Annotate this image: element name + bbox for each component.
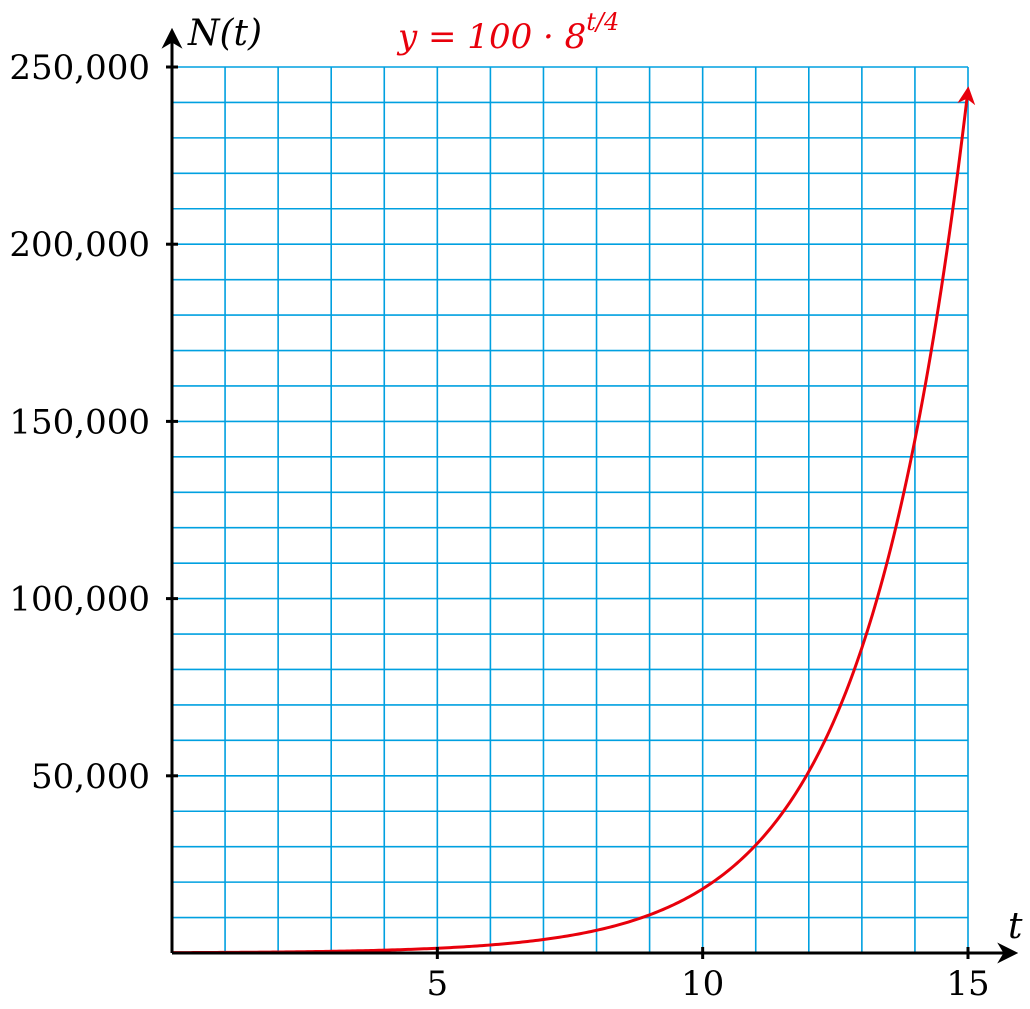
y-tick-label: 50,000: [31, 757, 150, 797]
ticks: [166, 65, 970, 959]
curve-label-base: y = 100 · 8: [396, 17, 586, 57]
x-axis-title: t: [1008, 906, 1023, 947]
tick-labels: 5 10 15 50,000 100,000 150,000 200,000 250,000: [9, 48, 989, 1004]
x-tick-label: 10: [681, 964, 724, 1004]
y-tick-label: 200,000: [9, 225, 150, 265]
x-tick-label: 15: [946, 964, 989, 1004]
curve-layer: [171, 86, 976, 955]
curve-label-exponent: t/4: [586, 8, 619, 36]
curve-label: y = 100 · 8t/4: [396, 8, 619, 57]
grid: [172, 66, 969, 953]
series-line: [171, 86, 976, 955]
y-tick-label: 100,000: [9, 580, 150, 620]
y-tick-label: 250,000: [9, 48, 150, 88]
x-tick-label: 5: [427, 964, 449, 1004]
y-axis-title: N(t): [187, 13, 262, 54]
y-tick-label: 150,000: [9, 402, 150, 442]
axes: [161, 27, 1019, 964]
